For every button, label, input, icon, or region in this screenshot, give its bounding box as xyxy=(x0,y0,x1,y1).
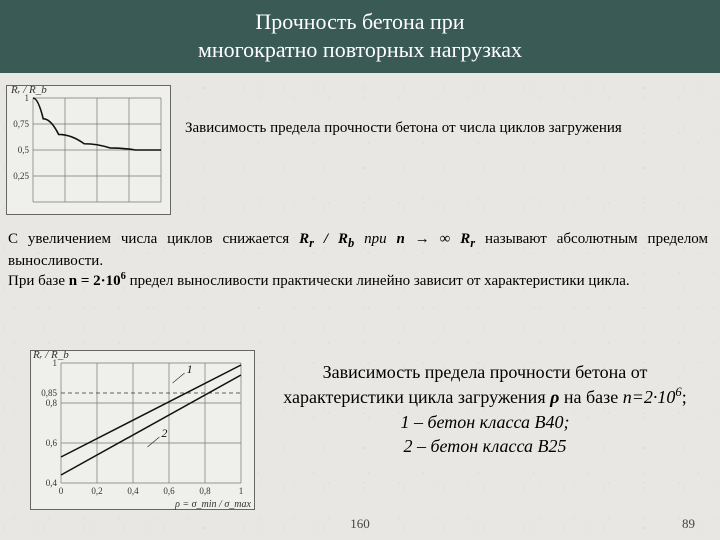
svg-text:0,6: 0,6 xyxy=(46,438,58,448)
page-number-center: 160 xyxy=(350,516,370,532)
chart-bottom-svg: 10,850,80,60,400,20,40,60,81ρ = σ_min / … xyxy=(31,351,256,511)
svg-text:0,4: 0,4 xyxy=(46,478,58,488)
svg-text:1: 1 xyxy=(239,486,244,496)
p1-rr2: R xyxy=(460,231,470,247)
cap-b-l3: 2 – бетон класса В25 xyxy=(403,436,566,456)
svg-text:0,8: 0,8 xyxy=(46,398,58,408)
chart-top-svg: 10,750,50,25 xyxy=(7,86,172,216)
p2-c: предел выносливости практически линейно … xyxy=(126,273,630,289)
svg-text:0,5: 0,5 xyxy=(18,145,30,155)
svg-text:0,6: 0,6 xyxy=(163,486,175,496)
svg-text:2: 2 xyxy=(161,426,167,440)
chart-bottom: 10,850,80,60,400,20,40,60,81ρ = σ_min / … xyxy=(30,350,255,510)
p2-a: При базе xyxy=(8,273,69,289)
svg-text:1: 1 xyxy=(187,362,193,376)
caption-bottom: Зависимость предела прочности бетона от … xyxy=(280,360,690,458)
slide-header: Прочность бетона при многократно повторн… xyxy=(0,0,720,73)
svg-text:0,8: 0,8 xyxy=(199,486,211,496)
paragraph-1: С увеличением числа циклов снижается Rr … xyxy=(8,230,708,270)
svg-text:0,2: 0,2 xyxy=(91,486,102,496)
p1-c: → ∞ xyxy=(405,231,460,247)
header-line2: многократно повторных нагрузках xyxy=(198,37,522,62)
caption-top: Зависимость предела прочности бетона от … xyxy=(185,120,700,137)
p1-slash: / xyxy=(314,231,338,247)
p1-a: С увеличением числа циклов снижается xyxy=(8,231,299,247)
p1-b: при xyxy=(354,231,396,247)
page-number-right: 89 xyxy=(682,516,695,532)
svg-text:0,4: 0,4 xyxy=(127,486,139,496)
svg-text:ρ = σ_min / σ_max: ρ = σ_min / σ_max xyxy=(174,499,251,510)
cap-b-l1: Зависимость предела прочности бетона от … xyxy=(283,362,686,407)
chart-top: 10,750,50,25 Rᵣ / R_b xyxy=(6,85,171,215)
p1-rr: R xyxy=(299,231,309,247)
chart-top-ylabel: Rᵣ / R_b xyxy=(11,84,47,96)
svg-text:0,85: 0,85 xyxy=(41,388,57,398)
svg-text:0,25: 0,25 xyxy=(13,171,29,181)
cap-b-l2: 1 – бетон класса В40; xyxy=(400,412,569,432)
p1-n: n xyxy=(397,231,405,247)
p2-b: n = 2·10 xyxy=(69,273,121,289)
svg-text:0,75: 0,75 xyxy=(13,119,29,129)
svg-text:0: 0 xyxy=(59,486,64,496)
paragraph-2: При базе n = 2·106 предел выносливости п… xyxy=(8,270,708,291)
chart-bottom-ylabel: Rᵣ / R_b xyxy=(33,349,69,361)
p1-rb: R xyxy=(338,231,348,247)
header-line1: Прочность бетона при xyxy=(255,9,464,34)
